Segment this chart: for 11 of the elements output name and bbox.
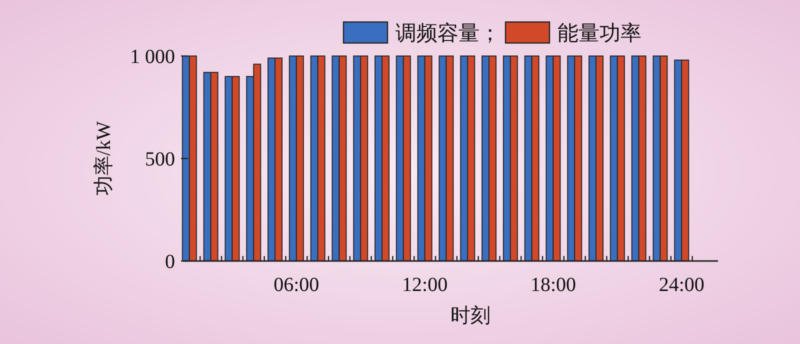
y-tick-label: 1 000 — [130, 46, 175, 68]
x-tick-label: 18:00 — [530, 274, 576, 296]
x-tick-label: 06:00 — [274, 274, 320, 296]
x-tick-label: 12:00 — [402, 274, 448, 296]
x-axis-title: 时刻 — [450, 305, 490, 327]
legend-label: 调频容量； — [396, 21, 500, 45]
x-tick-label: 24:00 — [658, 274, 704, 296]
y-axis-title: 功率/kW — [93, 121, 115, 196]
y-tick-label: 0 — [165, 251, 175, 273]
y-tick-label: 500 — [145, 148, 175, 170]
legend-label: 能量功率 — [558, 21, 642, 45]
